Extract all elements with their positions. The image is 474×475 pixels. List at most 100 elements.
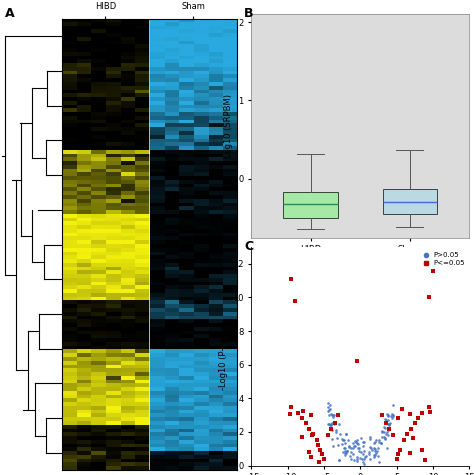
Point (394, 414, 402, 422)
Point (359, 458, 367, 466)
Point (353, 457, 361, 465)
Point (386, 419, 394, 427)
Y-axis label: Log10 (SRPBM): Log10 (SRPBM) (224, 94, 233, 158)
Point (329, 442, 337, 450)
Point (387, 413, 395, 420)
Point (349, 445, 357, 452)
Point (342, 449, 349, 456)
Point (385, 420, 393, 428)
PathPatch shape (283, 192, 338, 218)
Point (326, 421, 334, 428)
Point (373, 447, 381, 455)
Point (398, 405, 405, 412)
Point (356, 447, 363, 455)
Point (366, 443, 374, 451)
Point (287, 275, 295, 283)
Point (383, 444, 391, 452)
Point (354, 456, 361, 463)
Point (380, 433, 388, 441)
Point (307, 453, 315, 461)
Point (388, 410, 396, 418)
Point (302, 420, 310, 428)
Point (359, 450, 367, 458)
Point (350, 442, 357, 450)
Point (370, 453, 378, 461)
Point (385, 425, 393, 432)
Point (328, 426, 336, 434)
Point (329, 411, 337, 419)
Point (378, 434, 385, 441)
Point (360, 460, 368, 468)
Point (357, 448, 365, 456)
Point (360, 438, 368, 446)
Point (383, 428, 391, 436)
Point (381, 434, 389, 442)
Point (371, 439, 378, 447)
Point (308, 411, 315, 419)
PathPatch shape (383, 189, 437, 214)
Point (298, 415, 306, 422)
Point (359, 442, 366, 450)
Point (421, 456, 428, 464)
Point (344, 437, 352, 444)
Point (335, 456, 342, 464)
Point (324, 399, 331, 407)
Point (373, 437, 380, 444)
Point (319, 450, 326, 457)
Point (384, 416, 392, 424)
Point (316, 458, 323, 466)
Point (372, 445, 379, 453)
Point (389, 431, 397, 439)
Point (339, 448, 346, 456)
Point (384, 420, 392, 428)
Point (295, 409, 302, 417)
Point (378, 411, 386, 419)
Point (333, 434, 341, 442)
Point (309, 430, 317, 437)
Point (328, 436, 336, 443)
Point (377, 439, 384, 447)
Point (345, 442, 353, 449)
Point (375, 436, 383, 443)
Point (340, 444, 347, 452)
Point (326, 407, 333, 414)
Point (328, 419, 336, 427)
Point (418, 409, 426, 417)
Point (349, 451, 357, 458)
Point (365, 450, 373, 458)
Point (326, 401, 333, 409)
Point (400, 437, 408, 444)
Point (384, 411, 392, 418)
Point (335, 420, 343, 428)
Point (380, 423, 387, 430)
Point (382, 436, 389, 443)
Point (406, 449, 414, 456)
Point (313, 437, 320, 444)
Point (329, 413, 337, 421)
Point (345, 443, 353, 451)
Point (300, 407, 307, 414)
Point (382, 416, 390, 423)
Point (404, 430, 411, 437)
Point (426, 294, 433, 301)
Point (393, 455, 401, 463)
Point (382, 420, 390, 428)
Point (368, 446, 375, 454)
Point (356, 454, 364, 462)
Point (350, 456, 358, 464)
Point (342, 449, 349, 456)
Point (371, 451, 378, 459)
Point (429, 267, 437, 275)
Point (426, 403, 433, 410)
Point (382, 415, 389, 422)
Text: A: A (5, 7, 14, 20)
Point (381, 424, 389, 431)
Point (334, 441, 342, 448)
Point (415, 415, 422, 422)
Point (372, 447, 379, 455)
Point (379, 428, 386, 435)
Point (378, 428, 386, 436)
X-axis label: Sample: Sample (345, 260, 376, 269)
Point (371, 451, 378, 459)
Point (327, 420, 335, 428)
